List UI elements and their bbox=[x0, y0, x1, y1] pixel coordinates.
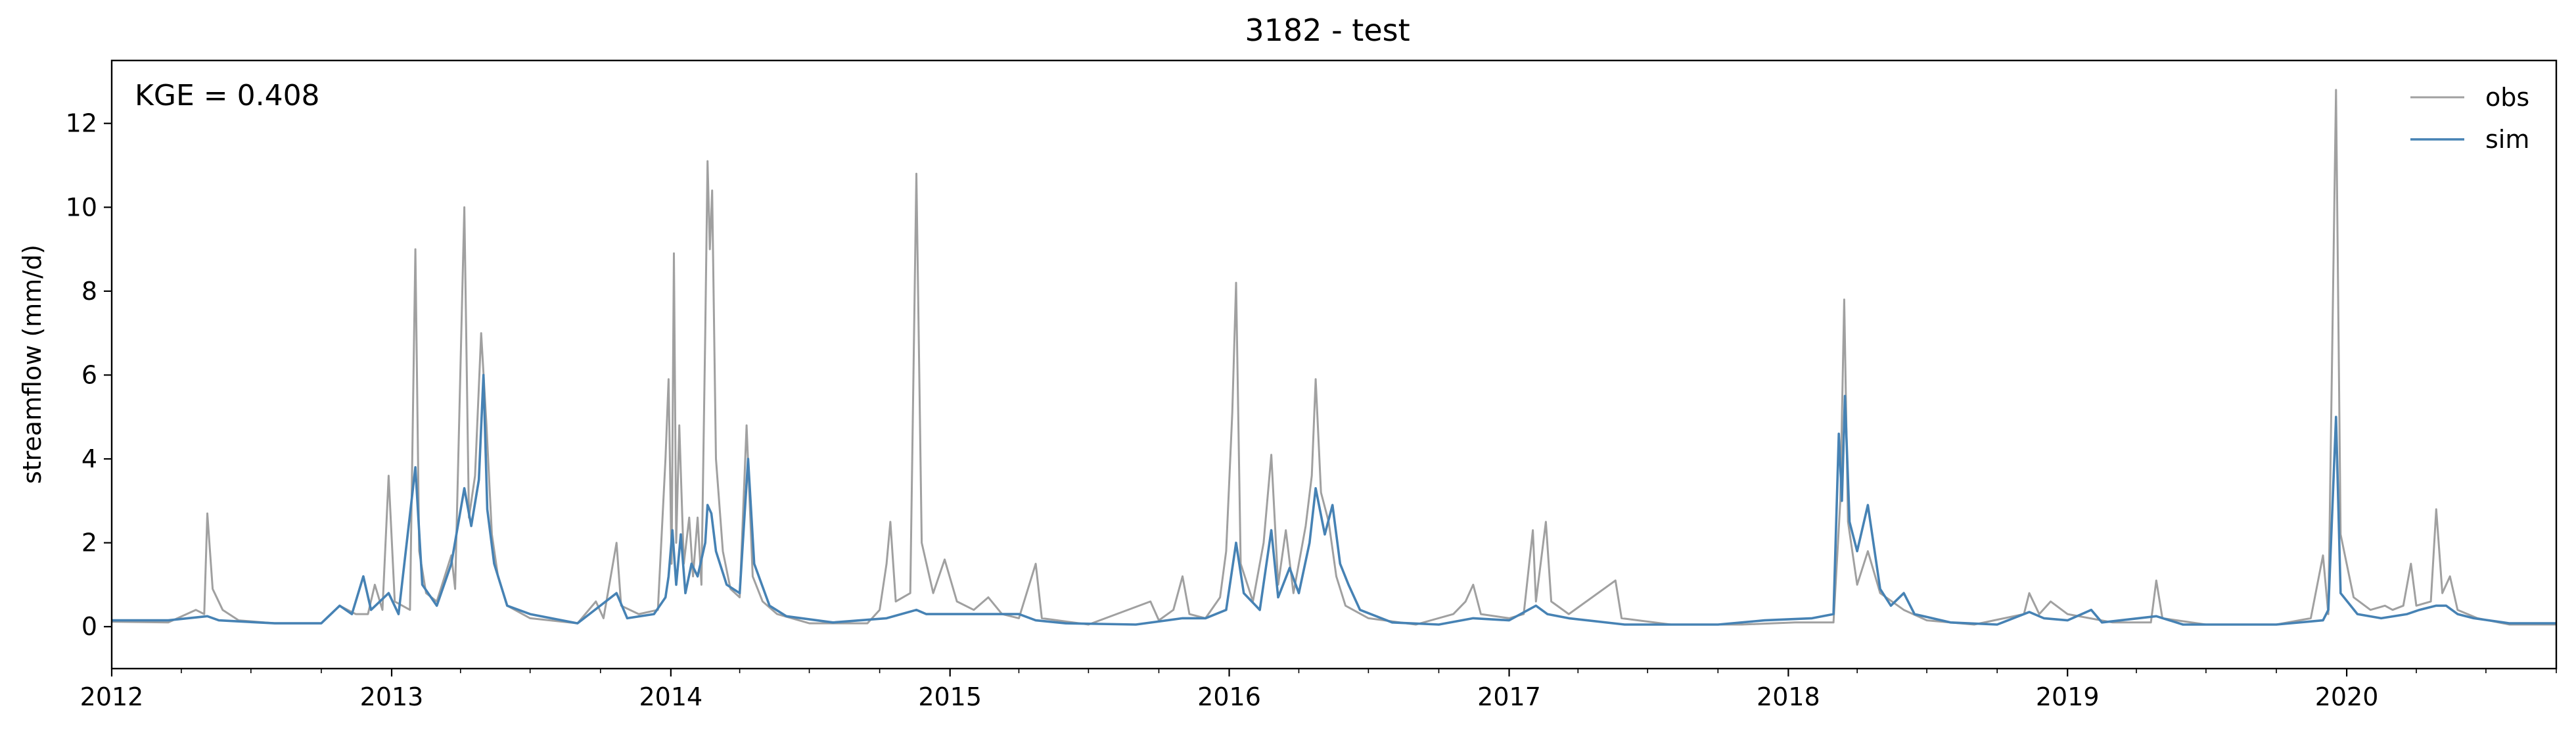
y-tick-label: 8 bbox=[81, 277, 97, 306]
x-axis: 2012 2013 2014 2015 2016 2017 2018 2019 2020 bbox=[80, 669, 2557, 711]
series-line-sim bbox=[112, 373, 2556, 626]
x-tick-label: 2019 bbox=[2036, 682, 2100, 711]
y-tick-label: 0 bbox=[81, 612, 97, 641]
x-tick-label: 2018 bbox=[1757, 682, 1820, 711]
chart-title: 3182 - test bbox=[1245, 12, 1410, 48]
x-tick-label: 2014 bbox=[639, 682, 702, 711]
y-tick-label: 12 bbox=[66, 109, 97, 138]
y-tick-label: 10 bbox=[66, 193, 97, 222]
y-tick-label: 6 bbox=[81, 360, 97, 389]
chart-legend: obs sim bbox=[2410, 83, 2529, 154]
y-tick-label: 2 bbox=[81, 529, 97, 557]
y-tick-label: 4 bbox=[81, 444, 97, 473]
y-axis-label: streamflow (mm/d) bbox=[18, 245, 47, 484]
y-axis: 0 2 4 6 8 10 12 bbox=[66, 109, 112, 641]
x-tick-label: 2015 bbox=[918, 682, 982, 711]
kge-annotation: KGE = 0.408 bbox=[135, 79, 320, 112]
legend-label-sim: sim bbox=[2485, 125, 2529, 154]
x-tick-label: 2017 bbox=[1477, 682, 1541, 711]
x-tick-label: 2020 bbox=[2315, 682, 2379, 711]
legend-label-obs: obs bbox=[2485, 83, 2529, 112]
x-tick-label: 2012 bbox=[80, 682, 144, 711]
plot-frame bbox=[110, 59, 2558, 670]
series-line-obs bbox=[112, 89, 2556, 626]
x-tick-label: 2013 bbox=[360, 682, 424, 711]
x-tick-label: 2016 bbox=[1197, 682, 1261, 711]
